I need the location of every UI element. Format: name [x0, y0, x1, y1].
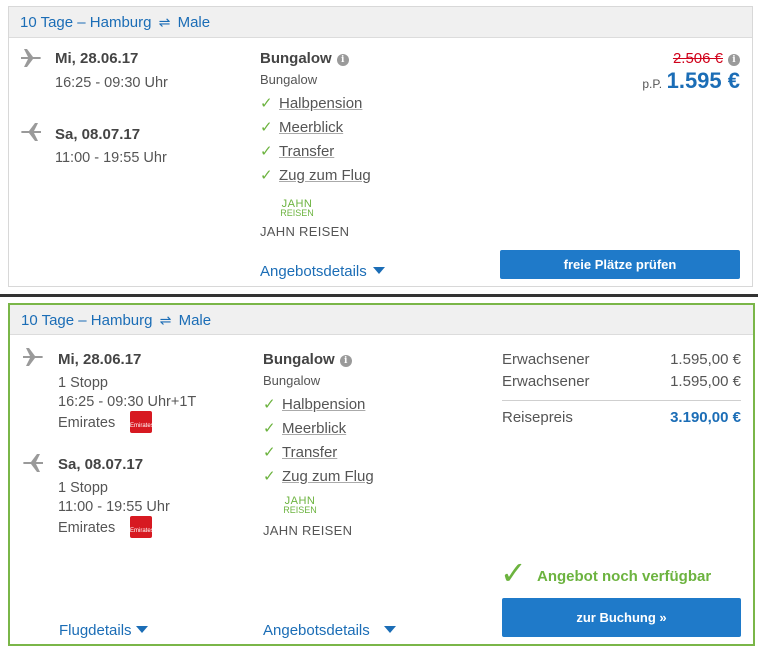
- outbound-date: Mi, 28.06.17: [55, 50, 139, 67]
- feature-item[interactable]: ✓ Meerblick: [263, 419, 347, 438]
- offer-card-2: 10 Tage – Hamburg ⇌ Male Mi, 28.06.17 1 …: [8, 303, 755, 646]
- airline-logo: Emirates: [130, 411, 152, 433]
- room-subtitle: Bungalow: [263, 373, 321, 388]
- check-icon: ✓: [263, 468, 276, 485]
- chevron-down-icon: [135, 626, 148, 633]
- feature-item[interactable]: ✓ Transfer: [263, 443, 338, 462]
- outbound-time: 16:25 - 09:30 Uhr: [55, 75, 168, 91]
- return-date: Sa, 08.07.17: [55, 126, 141, 143]
- check-icon: ✓: [500, 555, 527, 591]
- check-icon: ✓: [260, 167, 273, 184]
- swap-icon: ⇌: [158, 14, 171, 30]
- room-info: Bungalow i: [260, 50, 349, 68]
- operator-logo: JAHN REISEN: [280, 198, 314, 218]
- room-title: Bungalow: [263, 351, 335, 368]
- offer-header[interactable]: 10 Tage – Hamburg ⇌ Male: [9, 7, 752, 38]
- price-value: 1.595,00 €: [670, 373, 741, 390]
- divider: [0, 294, 758, 297]
- feature-list: ✓ Halbpension ✓ Meerblick ✓ Transfer ✓ Zug z…: [260, 91, 371, 187]
- outbound-date: Mi, 28.06.17: [58, 351, 142, 368]
- offer-card-1: 10 Tage – Hamburg ⇌ Male Mi, 28.06.17 16…: [8, 6, 753, 287]
- check-icon: ✓: [263, 420, 276, 437]
- duration: 10 Tage: [20, 14, 74, 31]
- feature-list: ✓ Halbpension ✓ Meerblick ✓ Transfer ✓ Zug z…: [263, 392, 374, 488]
- plane-return-icon: [19, 120, 43, 144]
- check-icon: ✓: [263, 396, 276, 413]
- offer-details-link[interactable]: Angebotsdetails: [263, 622, 396, 639]
- info-icon[interactable]: i: [339, 355, 352, 367]
- operator-name: JAHN REISEN: [263, 523, 353, 538]
- departure-city: Hamburg: [90, 312, 153, 329]
- total-label: Reisepreis: [502, 409, 573, 426]
- offer-header[interactable]: 10 Tage – Hamburg ⇌ Male: [10, 305, 753, 335]
- destination-city: Male: [178, 312, 212, 329]
- outbound-airline: Emirates: [58, 415, 116, 431]
- return-time: 11:00 - 19:55 Uhr: [55, 150, 167, 166]
- per-person-label: p.P.: [642, 77, 663, 91]
- feature-item[interactable]: ✓ Zug zum Flug: [260, 166, 371, 185]
- flight-details-link[interactable]: Flugdetails: [59, 622, 148, 639]
- price-label: Erwachsener: [502, 373, 590, 390]
- check-icon: ✓: [260, 119, 273, 136]
- feature-item[interactable]: ✓ Zug zum Flug: [263, 467, 374, 486]
- room-title: Bungalow: [260, 50, 332, 67]
- feature-item[interactable]: ✓ Halbpension: [263, 395, 366, 414]
- price-divider: [502, 400, 741, 401]
- current-price: 1.595 €: [666, 68, 740, 93]
- check-icon: ✓: [263, 444, 276, 461]
- feature-item[interactable]: ✓ Halbpension: [260, 94, 363, 113]
- return-time: 11:00 - 19:55 Uhr: [58, 499, 170, 515]
- plane-departure-icon: [19, 46, 43, 70]
- chevron-down-icon: [383, 626, 396, 633]
- current-price-row: p.P. 1.595 €: [500, 68, 740, 94]
- total-value: 3.190,00 €: [670, 409, 741, 426]
- return-airline: Emirates: [58, 520, 116, 536]
- outbound-time: 16:25 - 09:30 Uhr+1T: [58, 394, 197, 410]
- chevron-down-icon: [372, 267, 385, 274]
- room-info: Bungalow i: [263, 351, 352, 369]
- old-price-row: 2.506 € i: [540, 50, 740, 68]
- feature-item[interactable]: ✓ Meerblick: [260, 118, 344, 137]
- offer-details-link[interactable]: Angebotsdetails: [260, 263, 385, 280]
- departure-city: Hamburg: [89, 14, 152, 31]
- duration: 10 Tage: [21, 312, 75, 329]
- check-availability-button[interactable]: freie Plätze prüfen: [500, 250, 740, 279]
- book-button[interactable]: zur Buchung »: [502, 598, 741, 637]
- info-icon[interactable]: i: [728, 54, 740, 66]
- price-label: Erwachsener: [502, 351, 590, 368]
- destination-city: Male: [177, 14, 211, 31]
- outbound-stops: 1 Stopp: [58, 375, 108, 391]
- info-icon[interactable]: i: [336, 54, 349, 66]
- availability-status: Angebot noch verfügbar: [537, 568, 712, 585]
- swap-icon: ⇌: [159, 312, 172, 328]
- airline-logo: Emirates: [130, 516, 152, 538]
- feature-item[interactable]: ✓ Transfer: [260, 142, 335, 161]
- old-price: 2.506 €: [672, 50, 723, 67]
- plane-return-icon: [21, 451, 45, 475]
- check-icon: ✓: [260, 143, 273, 160]
- price-value: 1.595,00 €: [670, 351, 741, 368]
- room-subtitle: Bungalow: [260, 72, 318, 87]
- return-date: Sa, 08.07.17: [58, 456, 144, 473]
- operator-logo: JAHN REISEN: [283, 495, 317, 515]
- operator-name: JAHN REISEN: [260, 224, 350, 239]
- check-icon: ✓: [260, 95, 273, 112]
- plane-departure-icon: [21, 345, 45, 369]
- return-stops: 1 Stopp: [58, 480, 108, 496]
